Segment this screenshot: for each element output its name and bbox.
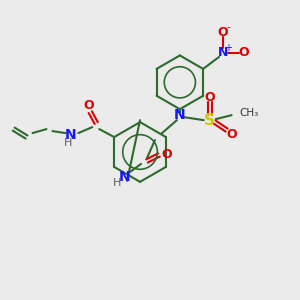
Text: +: + [224,43,232,53]
Text: O: O [83,99,94,112]
Text: -: - [226,22,230,32]
Text: CH₃: CH₃ [240,108,259,118]
Text: H: H [113,178,121,188]
Text: H: H [64,138,73,148]
Text: O: O [218,26,228,38]
Text: N: N [218,46,228,59]
Text: O: O [226,128,237,141]
Text: N: N [174,108,186,122]
Text: O: O [162,148,172,161]
Text: N: N [64,128,76,142]
Text: O: O [204,91,215,104]
Text: O: O [238,46,249,59]
Text: N: N [118,170,130,184]
Text: S: S [204,112,215,128]
